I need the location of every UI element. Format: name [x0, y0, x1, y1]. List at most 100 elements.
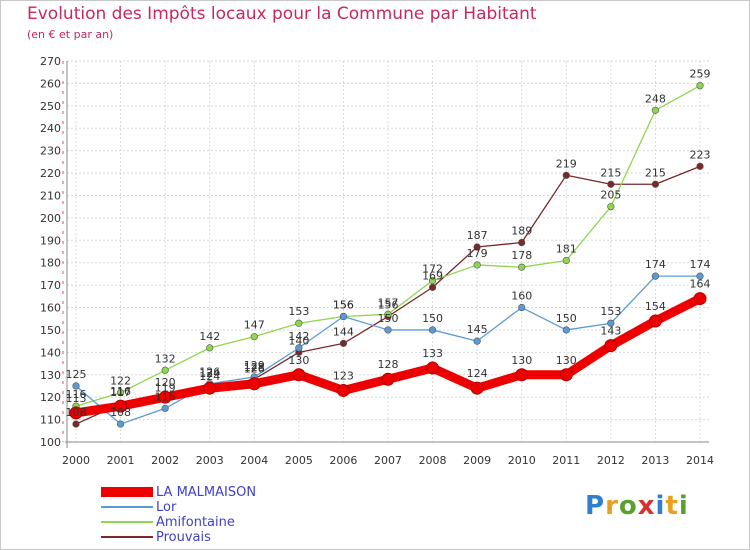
data-point-lor	[161, 404, 169, 412]
data-label-amifontaine: 132	[155, 352, 176, 365]
data-label-la-malmaison: 164	[690, 278, 711, 291]
data-point-la-malmaison	[158, 390, 172, 404]
y-tick-label: 130	[40, 369, 61, 382]
data-label-la-malmaison: 120	[155, 376, 176, 389]
y-tick-label: 200	[40, 212, 61, 225]
data-point-la-malmaison	[69, 406, 83, 420]
data-label-prouvais: 189	[511, 225, 532, 238]
y-tick-label: 210	[40, 189, 61, 202]
data-point-lor	[339, 312, 348, 321]
data-label-amifontaine: 153	[288, 305, 309, 318]
x-tick-label: 2006	[329, 454, 357, 467]
x-tick-label: 2000	[62, 454, 90, 467]
data-label-amifontaine: 156	[333, 298, 354, 311]
y-tick-label: 120	[40, 391, 61, 404]
y-tick-label: 220	[40, 167, 61, 180]
data-point-amifontaine	[206, 344, 214, 352]
legend-label: Amifontaine	[156, 515, 235, 530]
x-tick-label: 2007	[374, 454, 402, 467]
data-point-la-malmaison	[426, 361, 440, 375]
data-label-amifontaine: 172	[422, 263, 443, 276]
data-label-lor: 174	[690, 258, 711, 271]
data-point-amifontaine	[651, 106, 660, 114]
data-point-prouvais	[473, 243, 481, 251]
y-tick-label: 110	[40, 414, 61, 427]
chart-subtitle: (en € et par an)	[27, 28, 114, 41]
data-label-prouvais: 219	[556, 157, 577, 170]
data-point-amifontaine	[250, 333, 258, 341]
data-point-la-malmaison	[693, 292, 707, 306]
x-tick-label: 2010	[508, 454, 536, 467]
data-point-la-malmaison	[203, 381, 217, 395]
data-label-prouvais: 215	[600, 166, 621, 179]
y-tick-label: 170	[40, 279, 61, 292]
data-label-lor: 153	[600, 305, 621, 318]
data-label-la-malmaison: 113	[66, 392, 87, 405]
data-point-amifontaine	[473, 261, 481, 269]
data-point-amifontaine	[696, 82, 704, 90]
data-point-prouvais	[72, 420, 80, 428]
data-label-prouvais: 108	[66, 406, 87, 419]
data-label-la-malmaison: 128	[378, 358, 399, 371]
logo-letter: t	[665, 491, 679, 521]
data-label-prouvais: 144	[333, 325, 354, 338]
data-label-lor: 129	[244, 359, 265, 372]
data-label-amifontaine: 157	[378, 296, 399, 309]
y-tick-label: 160	[40, 302, 61, 315]
data-point-prouvais	[651, 180, 660, 188]
legend-label: Lor	[156, 500, 177, 515]
data-point-la-malmaison	[559, 368, 573, 382]
data-point-prouvais	[696, 162, 704, 170]
x-tick-label: 2001	[107, 454, 135, 467]
x-tick-label: 2012	[597, 454, 625, 467]
data-label-amifontaine: 248	[645, 92, 666, 105]
data-point-lor	[295, 344, 303, 352]
logo-letter: P	[585, 491, 606, 521]
data-point-prouvais	[339, 339, 348, 347]
data-label-la-malmaison: 130	[556, 354, 577, 367]
data-label-lor: 108	[110, 406, 131, 419]
data-label-lor: 125	[66, 368, 87, 381]
data-point-prouvais	[562, 171, 570, 179]
data-label-la-malmaison: 143	[600, 325, 621, 338]
data-label-la-malmaison: 124	[467, 367, 488, 380]
data-label-amifontaine: 179	[467, 247, 488, 260]
data-label-prouvais: 215	[645, 166, 666, 179]
data-point-la-malmaison	[336, 383, 350, 397]
y-tick-label: 260	[40, 77, 61, 90]
data-point-la-malmaison	[292, 368, 306, 382]
data-label-amifontaine: 181	[556, 242, 577, 255]
data-point-lor	[651, 272, 660, 280]
x-tick-label: 2008	[419, 454, 447, 467]
data-point-amifontaine	[384, 310, 392, 318]
data-label-lor: 142	[288, 330, 309, 343]
x-tick-label: 2005	[285, 454, 313, 467]
data-label-lor: 150	[422, 312, 443, 325]
y-tick-label: 140	[40, 346, 61, 359]
data-label-lor: 174	[645, 258, 666, 271]
data-label-la-malmaison: 154	[645, 300, 666, 313]
legend-swatch-la-malmaison	[101, 487, 153, 497]
data-label-amifontaine: 142	[199, 330, 220, 343]
data-label-prouvais: 117	[110, 386, 131, 399]
data-point-prouvais	[518, 238, 526, 247]
legend-label: LA MALMAISON	[156, 485, 257, 500]
data-point-lor	[473, 337, 481, 345]
data-point-prouvais	[428, 283, 437, 291]
data-label-lor: 150	[378, 312, 399, 325]
data-label-lor: 126	[199, 366, 220, 379]
y-tick-label: 270	[40, 55, 61, 68]
data-label-la-malmaison: 133	[422, 347, 443, 360]
data-label-amifontaine: 205	[600, 189, 621, 202]
data-point-la-malmaison	[515, 368, 529, 382]
data-point-lor	[696, 272, 704, 280]
logo-letter: o	[618, 491, 638, 521]
data-label-lor: 145	[467, 323, 488, 336]
data-label-prouvais: 128	[244, 361, 265, 374]
data-point-amifontaine	[562, 256, 570, 265]
data-label-la-malmaison: 130	[288, 354, 309, 367]
logo-letter: r	[605, 491, 619, 521]
data-point-lor	[384, 326, 392, 334]
